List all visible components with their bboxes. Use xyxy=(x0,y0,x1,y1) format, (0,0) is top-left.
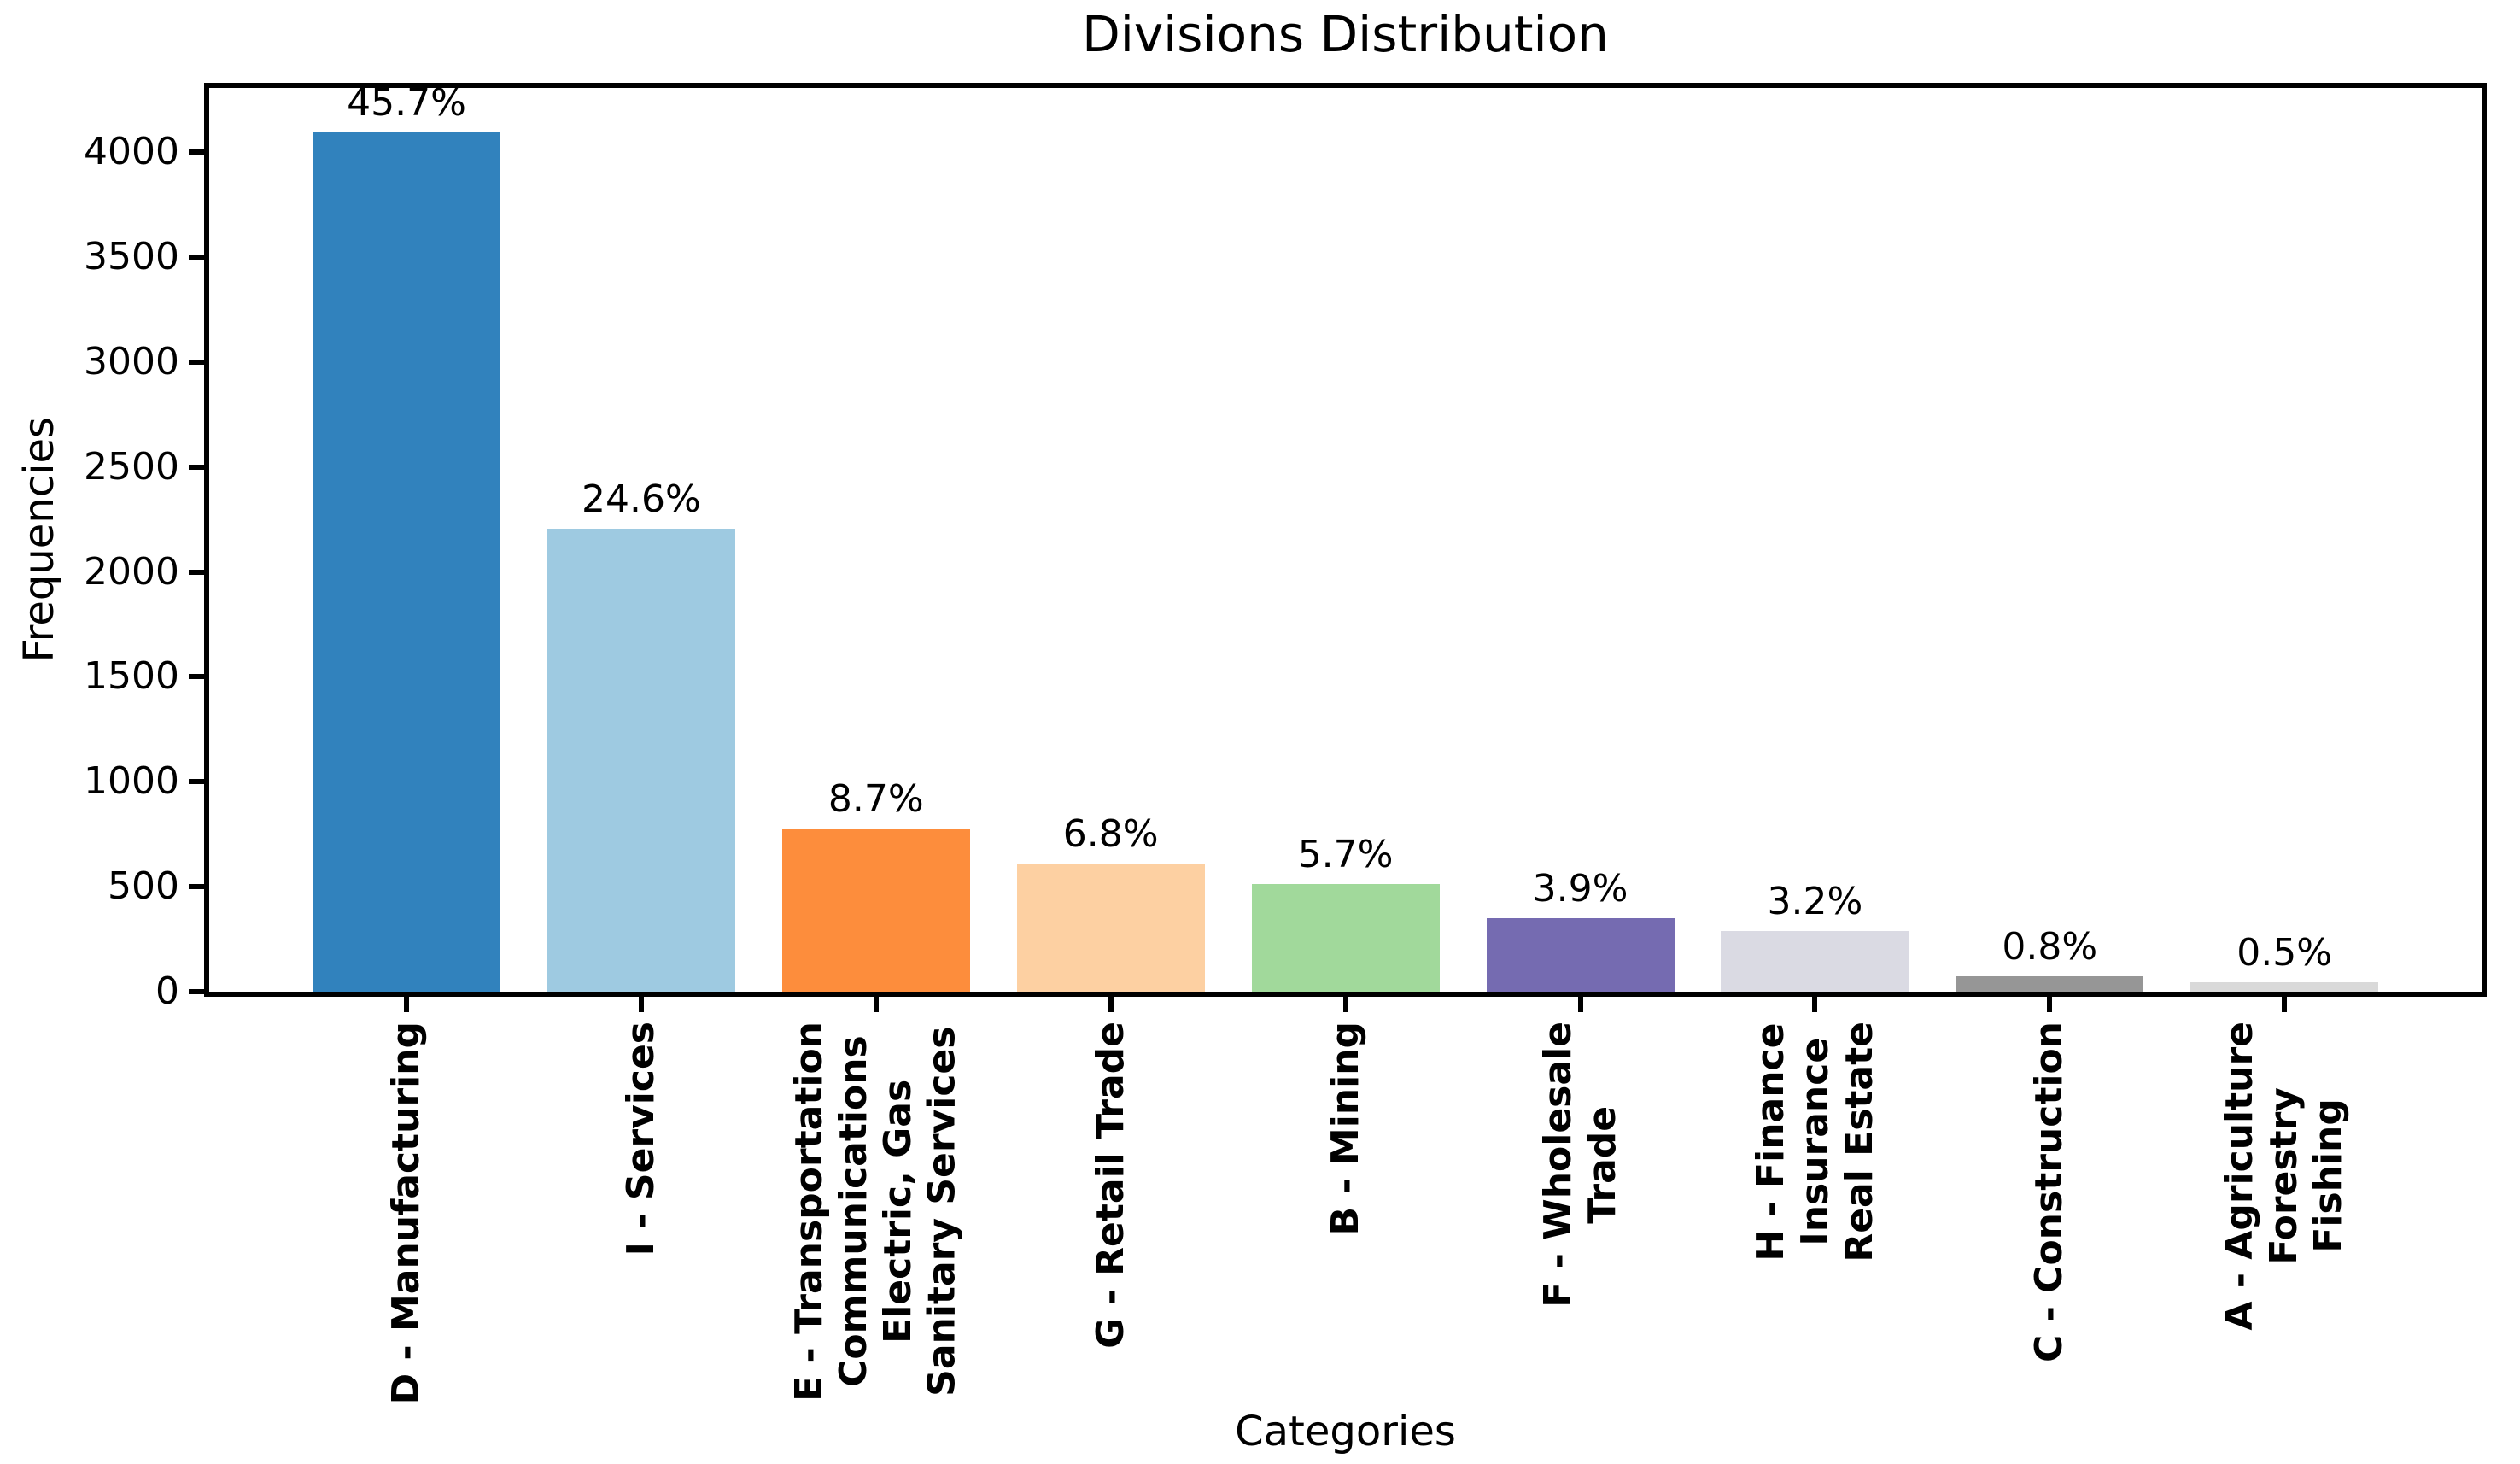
bar-value-label: 0.5% xyxy=(2236,930,2333,975)
bar xyxy=(781,829,970,992)
x-tick-mark xyxy=(1577,997,1583,1012)
y-tick-mark xyxy=(189,674,204,680)
bar-value-label: 8.7% xyxy=(827,776,924,821)
x-tick-mark xyxy=(2047,997,2053,1012)
x-tick-label-text: G - Retail Trade xyxy=(1088,1022,1132,1349)
x-tick-mark xyxy=(404,997,409,1012)
x-tick-label: D - Manufacturing xyxy=(295,1022,517,1404)
bar xyxy=(2190,982,2379,992)
x-tick-label: B - Mining xyxy=(1235,1022,1457,1236)
x-axis-label: Categories xyxy=(1235,1408,1456,1455)
x-tick-label-text: D - Manufacturing xyxy=(384,1022,429,1405)
x-tick-label: F - Wholesale Trade xyxy=(1470,1022,1692,1308)
x-tick-mark xyxy=(1342,997,1348,1012)
bar-value-label: 0.8% xyxy=(2002,924,2098,969)
chart-title: Divisions Distribution xyxy=(1082,5,1609,63)
bar-value-label: 3.2% xyxy=(1767,879,1863,923)
y-tick-mark xyxy=(189,989,204,994)
x-tick-label-text: C - Construction xyxy=(2027,1022,2072,1363)
y-tick-mark xyxy=(189,359,204,365)
bar xyxy=(1251,884,1440,992)
x-tick-label: C - Construction xyxy=(1938,1022,2160,1362)
bar xyxy=(313,132,500,992)
x-tick-label-text: B - Mining xyxy=(1323,1022,1367,1236)
bar xyxy=(1956,976,2144,992)
x-tick-label-text: A - Agriculture Forestry Fishing xyxy=(2218,1022,2351,1331)
bar xyxy=(547,529,735,992)
x-tick-label: I - Services xyxy=(530,1022,752,1256)
y-tick-label: 500 xyxy=(108,864,179,909)
y-tick-mark xyxy=(189,464,204,470)
y-tick-mark xyxy=(189,779,204,785)
y-tick-label: 0 xyxy=(155,969,179,1013)
x-tick-mark xyxy=(873,997,879,1012)
x-tick-mark xyxy=(2282,997,2288,1012)
bar-value-label: 6.8% xyxy=(1062,811,1159,856)
bar xyxy=(1721,931,1909,992)
y-tick-mark xyxy=(189,569,204,575)
x-tick-label-text: E - Transportation Communications Electr… xyxy=(786,1022,964,1402)
x-tick-label-text: F - Wholesale Trade xyxy=(1535,1022,1624,1308)
y-tick-label: 1000 xyxy=(84,759,179,804)
plot-area: 45.7% 24.6% 8.7% 6.8% 5.7% 3.9% 3.2% 0.8% 0.5% xyxy=(204,80,2487,997)
x-tick-mark xyxy=(1812,997,1818,1012)
y-tick-label: 3000 xyxy=(84,339,179,384)
x-tick-label: A - Agriculture Forestry Fishing xyxy=(2173,1022,2395,1331)
bar-value-label: 5.7% xyxy=(1297,832,1394,876)
bar xyxy=(1016,864,1205,992)
x-tick-label-text: H - Finance Insurance Real Estate xyxy=(1748,1022,1881,1262)
y-axis-label: Frequencies xyxy=(15,88,63,992)
x-tick-mark xyxy=(1108,997,1114,1012)
y-tick-label: 1500 xyxy=(84,654,179,699)
y-tick-label: 2500 xyxy=(84,444,179,489)
bar-value-label: 24.6% xyxy=(582,477,701,521)
x-tick-label: G - Retail Trade xyxy=(1000,1022,1222,1349)
bar-value-label: 45.7% xyxy=(347,80,466,125)
y-tick-mark xyxy=(189,254,204,260)
y-tick-label: 4000 xyxy=(84,130,179,173)
y-tick-mark xyxy=(189,884,204,890)
x-tick-label: E - Transportation Communications Electr… xyxy=(765,1022,987,1402)
bar-value-label: 3.9% xyxy=(1532,866,1628,911)
y-tick-mark xyxy=(189,149,204,155)
x-tick-mark xyxy=(638,997,644,1012)
y-tick-label: 2000 xyxy=(84,549,179,594)
y-tick-label: 3500 xyxy=(84,234,179,278)
bar xyxy=(1486,918,1675,992)
x-tick-label-text: I - Services xyxy=(618,1022,663,1256)
x-tick-label: H - Finance Insurance Real Estate xyxy=(1704,1022,1926,1262)
